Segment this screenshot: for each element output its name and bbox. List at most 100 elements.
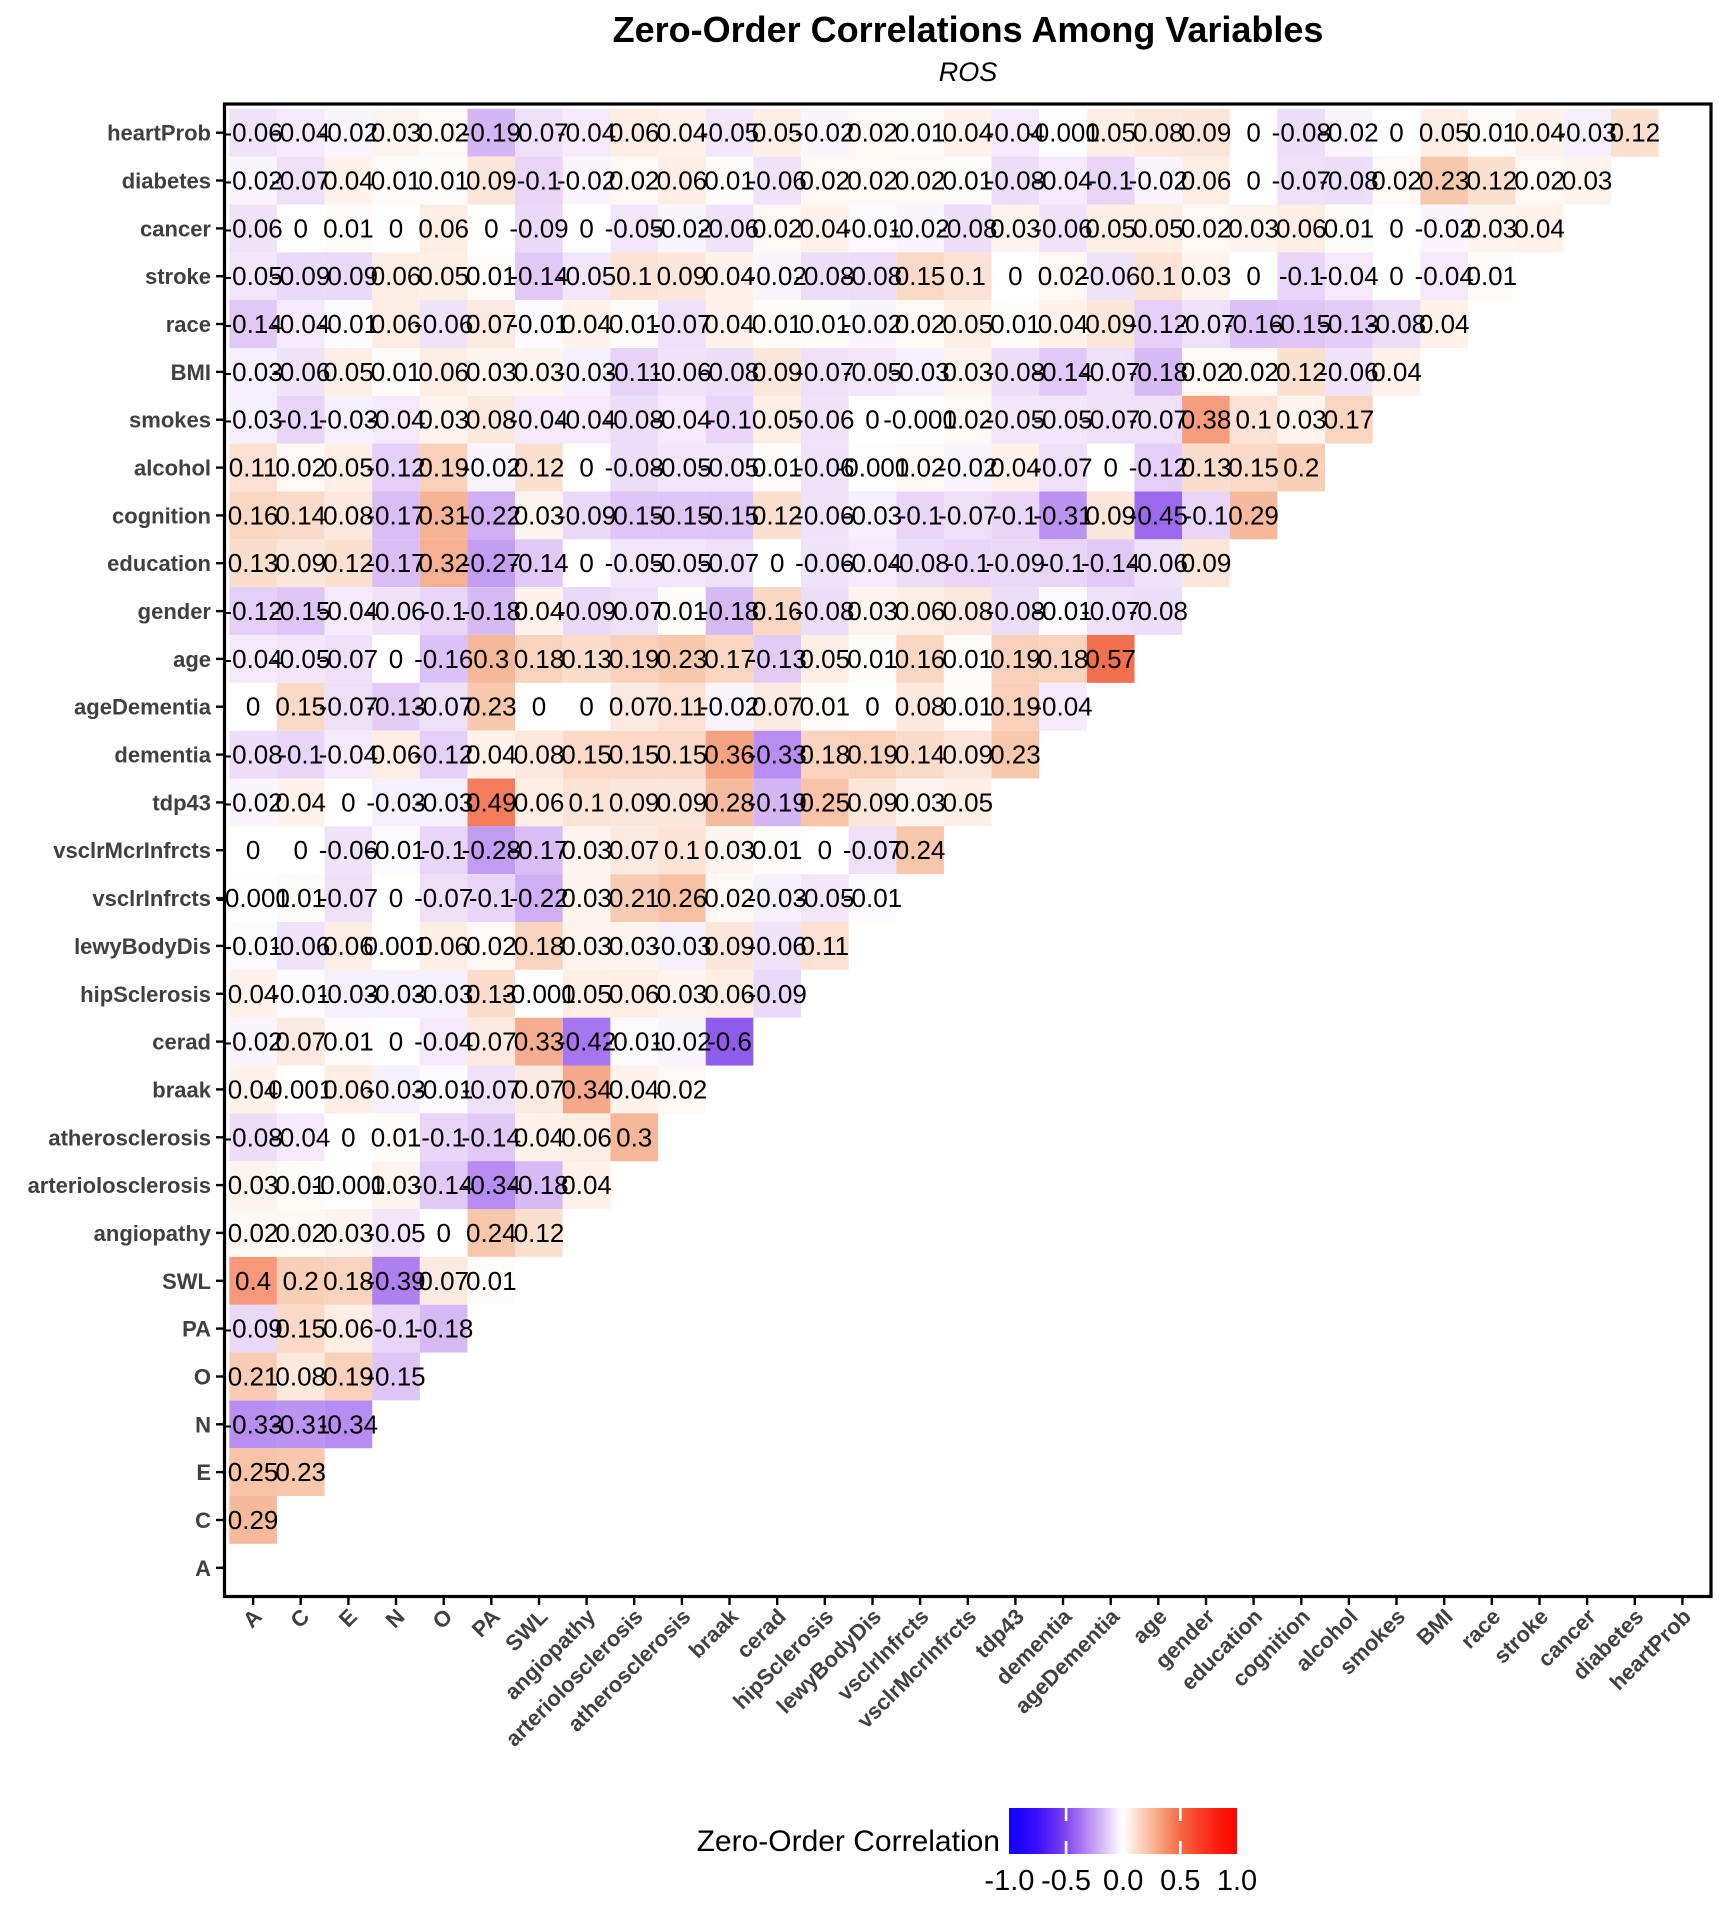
svg-text:0.02: 0.02 [1181, 213, 1232, 243]
svg-text:0.05: 0.05 [323, 357, 374, 387]
svg-text:-0.03: -0.03 [890, 357, 949, 387]
svg-text:0.2: 0.2 [1283, 453, 1319, 483]
svg-text:-0.08: -0.08 [890, 548, 949, 578]
svg-text:0.08: 0.08 [942, 596, 993, 626]
svg-text:-0.06: -0.06 [1081, 261, 1140, 291]
svg-text:-0.04: -0.04 [1319, 261, 1378, 291]
svg-text:0.1: 0.1 [1140, 261, 1176, 291]
svg-text:0.06: 0.06 [371, 309, 422, 339]
svg-text:0.04: 0.04 [1419, 309, 1470, 339]
svg-text:0.02: 0.02 [1038, 261, 1089, 291]
svg-text:-0.1: -0.1 [421, 1122, 466, 1152]
svg-text:-0.02: -0.02 [795, 118, 854, 148]
svg-text:lewyBodyDis: lewyBodyDis [74, 934, 211, 959]
svg-text:-0.05: -0.05 [843, 357, 902, 387]
svg-text:0.07: 0.07 [275, 1027, 326, 1057]
svg-text:-0.03: -0.03 [652, 931, 711, 961]
svg-text:0.05: 0.05 [942, 309, 993, 339]
svg-text:-0.02: -0.02 [748, 261, 807, 291]
svg-text:0.03: 0.03 [1562, 166, 1613, 196]
svg-text:-0.13: -0.13 [748, 644, 807, 674]
svg-text:0.33: 0.33 [514, 1027, 565, 1057]
svg-text:0: 0 [389, 883, 403, 913]
svg-text:-0.19: -0.19 [462, 118, 521, 148]
svg-text:-0.02: -0.02 [319, 118, 378, 148]
svg-text:0.02: 0.02 [847, 166, 898, 196]
svg-text:0.03: 0.03 [895, 787, 946, 817]
svg-text:-0.02: -0.02 [1129, 166, 1188, 196]
svg-text:0.02: 0.02 [895, 309, 946, 339]
svg-text:-0.05: -0.05 [271, 644, 330, 674]
svg-text:E: E [196, 1460, 211, 1485]
svg-text:0.05: 0.05 [1085, 213, 1136, 243]
svg-text:-1.0: -1.0 [984, 1865, 1034, 1897]
svg-text:0: 0 [532, 692, 546, 722]
svg-text:0.001: 0.001 [363, 931, 428, 961]
svg-text:0: 0 [389, 213, 403, 243]
svg-text:0.12: 0.12 [514, 453, 565, 483]
svg-text:-0.05: -0.05 [366, 1218, 425, 1248]
svg-text:-0.03: -0.03 [366, 979, 425, 1009]
svg-text:-0.09: -0.09 [986, 548, 1045, 578]
svg-text:cancer: cancer [140, 216, 211, 241]
svg-text:-0.02: -0.02 [1415, 213, 1474, 243]
svg-text:-0.1: -0.1 [1041, 548, 1086, 578]
svg-text:0.1: 0.1 [664, 835, 700, 865]
svg-text:-0.08: -0.08 [986, 166, 1045, 196]
svg-text:-0.02: -0.02 [652, 213, 711, 243]
svg-text:0.09: 0.09 [1181, 548, 1232, 578]
svg-text:0.15: 0.15 [1228, 453, 1279, 483]
svg-text:0.15: 0.15 [895, 261, 946, 291]
svg-text:0.07: 0.07 [609, 692, 660, 722]
svg-text:-0.02: -0.02 [223, 166, 282, 196]
svg-text:-0.07: -0.07 [509, 118, 568, 148]
svg-text:hipSclerosis: hipSclerosis [80, 982, 211, 1007]
svg-text:0.02: 0.02 [704, 883, 755, 913]
svg-text:0.01: 0.01 [275, 883, 326, 913]
svg-text:0.14: 0.14 [895, 740, 946, 770]
svg-text:-0.01: -0.01 [843, 213, 902, 243]
svg-text:0: 0 [579, 213, 593, 243]
svg-text:-0.1: -0.1 [374, 1314, 419, 1344]
svg-text:0.01: 0.01 [418, 166, 469, 196]
svg-text:0.01: 0.01 [323, 213, 374, 243]
svg-text:0.03: 0.03 [561, 883, 612, 913]
svg-text:0.21: 0.21 [609, 883, 660, 913]
svg-text:-0.15: -0.15 [700, 500, 759, 530]
svg-text:0: 0 [389, 644, 403, 674]
svg-text:0.15: 0.15 [275, 1314, 326, 1344]
svg-text:-0.13: -0.13 [366, 692, 425, 722]
svg-text:-0.14: -0.14 [1033, 357, 1092, 387]
svg-text:-0.08: -0.08 [1319, 166, 1378, 196]
svg-text:0.06: 0.06 [514, 787, 565, 817]
svg-text:-0.04: -0.04 [1033, 166, 1092, 196]
svg-text:0.09: 0.09 [466, 166, 517, 196]
svg-text:-0.03: -0.03 [557, 357, 616, 387]
svg-text:-0.07: -0.07 [1272, 166, 1331, 196]
svg-text:-0.03: -0.03 [748, 883, 807, 913]
svg-text:-0.04: -0.04 [843, 548, 902, 578]
svg-text:0: 0 [341, 787, 355, 817]
svg-text:0.11: 0.11 [658, 692, 707, 722]
svg-text:-0.02: -0.02 [462, 453, 521, 483]
svg-text:0.08: 0.08 [514, 740, 565, 770]
svg-text:-0.06: -0.06 [748, 931, 807, 961]
svg-text:0.02: 0.02 [228, 1218, 279, 1248]
svg-text:-0.07: -0.07 [319, 644, 378, 674]
svg-text:0.01: 0.01 [752, 835, 803, 865]
svg-text:0.29: 0.29 [1228, 500, 1279, 530]
svg-text:-0.08: -0.08 [1367, 309, 1426, 339]
svg-text:-0.09: -0.09 [509, 213, 568, 243]
svg-text:0: 0 [770, 548, 784, 578]
svg-text:-0.04: -0.04 [271, 1122, 330, 1152]
svg-text:race: race [166, 312, 211, 337]
svg-text:-0.01: -0.01 [366, 835, 425, 865]
svg-text:0.11: 0.11 [229, 453, 278, 483]
svg-text:0.08: 0.08 [466, 405, 517, 435]
svg-text:0.18: 0.18 [514, 644, 565, 674]
svg-text:0.05: 0.05 [1085, 118, 1136, 148]
svg-text:-0.11: -0.11 [606, 357, 663, 387]
svg-text:-0.08: -0.08 [605, 405, 664, 435]
svg-text:0.01: 0.01 [990, 309, 1041, 339]
svg-text:0: 0 [1008, 261, 1022, 291]
